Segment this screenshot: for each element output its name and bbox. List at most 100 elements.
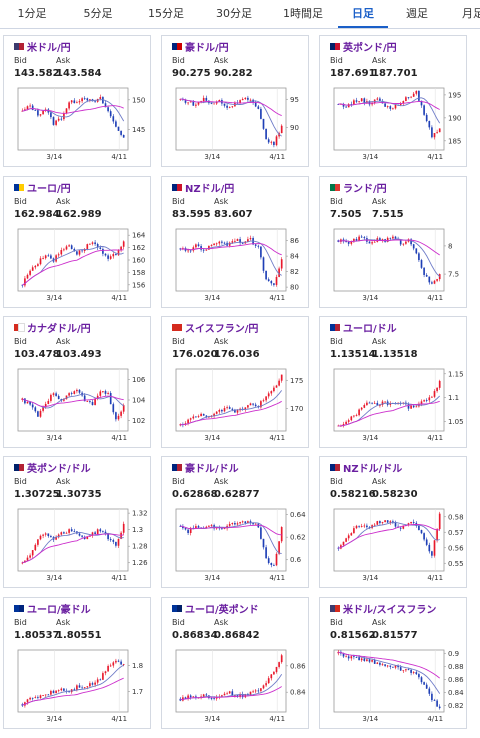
candle-body [83,536,86,540]
tab-7[interactable]: 月足 [462,7,480,20]
pair-name-link[interactable]: NZドル/円 [185,183,235,195]
pair-name-link[interactable]: NZドル/ドル [343,463,403,475]
ask-value: 187.701 [372,68,418,79]
price-chart[interactable]: 175 170 3/14 4/11 [164,365,308,447]
candle-body [273,671,275,675]
plot-frame [17,649,129,713]
candle-body [241,99,244,101]
tab-0[interactable]: 1分足 [17,7,47,20]
candle-body [267,139,270,143]
pair-name-link[interactable]: カナダドル/円 [27,323,91,335]
price-chart[interactable]: 0.86 0.84 3/14 4/11 [164,646,308,728]
pair-name-link[interactable]: ユーロ/英ポンド [185,604,259,616]
price-chart[interactable]: 195 190 185 3/14 4/11 [322,84,466,166]
candle-body [44,403,47,408]
candle-body [278,541,280,554]
pair-name-link[interactable]: ユーロ/豪ドル [27,604,91,616]
pair-name-link[interactable]: スイスフラン/円 [185,323,259,335]
candle-body [81,535,83,537]
price-chart[interactable]: 106 104 102 3/14 4/11 [6,365,150,447]
candle-body [213,413,215,417]
candle-body [438,128,441,133]
candle-body [431,551,433,556]
currency-card[interactable]: NZドル/円 Bid Ask 83.595 83.607 86 84 82 80 3/14 4/11 [161,176,309,308]
price-chart[interactable]: 95 90 3/14 4/11 [164,84,308,166]
y-tick-label: 1.26 [132,559,148,567]
candle-body [376,98,379,100]
price-chart[interactable]: 86 84 82 80 3/14 4/11 [164,225,308,307]
y-tick-label: 0.6 [290,556,302,564]
y-tick-label: 0.82 [448,702,464,710]
candle-body [262,538,265,548]
pair-name-link[interactable]: 米ドル/円 [27,42,71,54]
currency-card[interactable]: カナダドル/円 Bid Ask 103.478 103.493 106 104 102 3/14… [3,316,151,448]
pair-name-link[interactable]: 豪ドル/ドル [185,463,239,475]
y-tick-label: 0.57 [448,529,464,537]
pair-name-link[interactable]: 英ポンド/ドル [27,463,91,475]
candle-body [109,539,112,541]
card-header: 英ポンド/円 [330,39,397,54]
currency-card[interactable]: ユーロ/円 Bid Ask 162.984 162.989 164 162 160 158 156… [3,176,151,308]
pair-name-link[interactable]: 米ドル/スイスフラン [343,604,437,616]
candle-body [384,520,386,523]
candle-body [47,400,50,404]
price-chart[interactable]: 150 145 3/14 4/11 [6,84,150,166]
candle-body [99,391,102,396]
currency-card[interactable]: 英ポンド/円 Bid Ask 187.691 187.701 195 190 185 3/14 4… [319,35,467,167]
price-chart[interactable]: 1.8 1.7 3/14 4/11 [6,646,150,728]
y-tick-label: 1.3 [132,526,143,534]
currency-card[interactable]: NZドル/ドル Bid Ask 0.58216 0.58230 0.58 0.57 0.56 0… [319,456,467,588]
candle-body [355,656,358,658]
candle-body [350,416,353,421]
candle-body [247,97,249,100]
candle-body [187,529,189,534]
x-tick-label: 4/11 [427,434,443,442]
candle-body [431,127,433,138]
candle-body [89,243,91,245]
tab-4[interactable]: 1時間足 [283,7,323,20]
currency-card[interactable]: 米ドル/円 Bid Ask 143.582 143.584 150 145 3/14 4/11 [3,35,151,167]
price-chart[interactable]: 164 162 160 158 156 3/14 4/11 [6,225,150,307]
tab-3[interactable]: 30分足 [216,7,252,20]
currency-card[interactable]: ユーロ/英ポンド Bid Ask 0.86834 0.86842 0.86 0.84 3/14… [161,597,309,729]
price-chart[interactable]: 1.15 1.1 1.05 3/14 4/11 [322,365,466,447]
candle-body [31,697,34,699]
candle-body [423,105,425,115]
tab-2[interactable]: 15分足 [148,7,184,20]
candle-body [347,535,350,539]
candle-body [273,565,275,566]
price-chart[interactable]: 0.9 0.88 0.86 0.84 0.82 3/14 4/11 [322,646,466,728]
pair-name-link[interactable]: ランド/円 [343,183,387,195]
flag-icon [172,604,182,612]
card-header: 豪ドル/円 [172,39,229,54]
flag-icon [14,463,24,471]
tab-1[interactable]: 5分足 [83,7,113,20]
candle-body [399,239,402,245]
tab-5[interactable]: 日足 [338,0,388,28]
currency-card[interactable]: 豪ドル/ドル Bid Ask 0.62868 0.62877 0.64 0.62 0.6 3/1… [161,456,309,588]
candle-body [358,101,360,103]
pair-name-link[interactable]: ユーロ/ドル [343,323,397,335]
price-chart[interactable]: 0.58 0.57 0.56 0.55 3/14 4/11 [322,505,466,587]
price-chart[interactable]: 1.32 1.3 1.28 1.26 3/14 4/11 [6,505,150,587]
candle-body [83,395,86,402]
candle-body [379,521,381,524]
currency-card[interactable]: ユーロ/ドル Bid Ask 1.13514 1.13518 1.15 1.1 1.05 3/1… [319,316,467,448]
candle-body [436,279,438,281]
currency-card[interactable]: スイスフラン/円 Bid Ask 176.020 176.036 175 170 3/14 4/… [161,316,309,448]
currency-card[interactable]: ランド/円 Bid Ask 7.505 7.515 8 7.5 3/14 4/11 [319,176,467,308]
tab-6[interactable]: 週足 [406,7,428,20]
currency-card[interactable]: ユーロ/豪ドル Bid Ask 1.80537 1.80551 1.8 1.7 3/14 4/1… [3,597,151,729]
pair-name-link[interactable]: 豪ドル/円 [185,42,229,54]
pair-name-link[interactable]: ユーロ/円 [27,183,71,195]
ask-label: Ask [372,197,387,206]
price-chart[interactable]: 0.64 0.62 0.6 3/14 4/11 [164,505,308,587]
candle-body [109,392,112,405]
currency-card[interactable]: 豪ドル/円 Bid Ask 90.275 90.282 95 90 3/14 4/11 [161,35,309,167]
price-chart[interactable]: 8 7.5 3/14 4/11 [322,225,466,307]
pair-name-link[interactable]: 英ポンド/円 [343,42,397,54]
currency-card[interactable]: 英ポンド/ドル Bid Ask 1.30725 1.30735 1.32 1.3 1.28 1.… [3,456,151,588]
candle-body [260,108,262,119]
candle-body [65,532,68,534]
currency-card[interactable]: 米ドル/スイスフラン Bid Ask 0.81562 0.81577 0.9 0.88 0.8… [319,597,467,729]
